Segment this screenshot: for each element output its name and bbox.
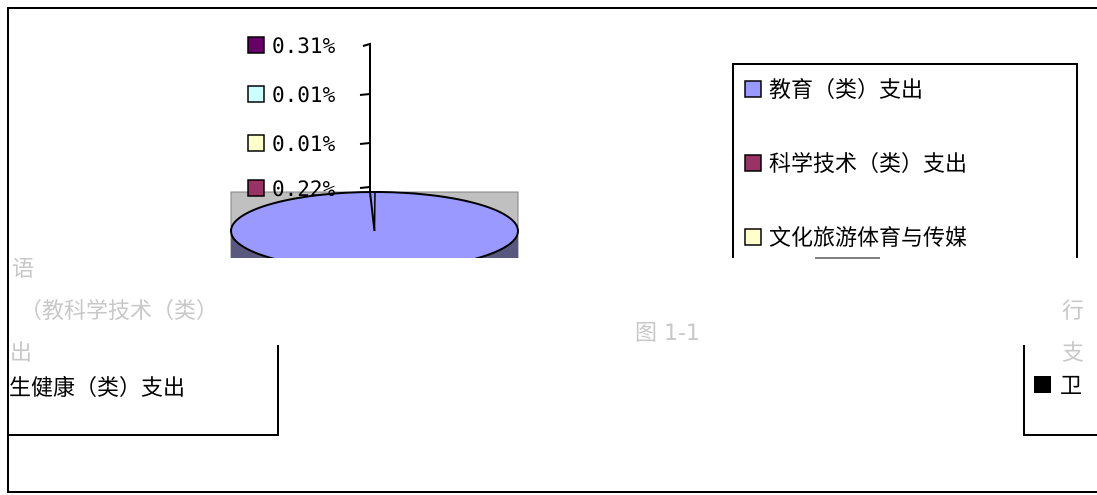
second-legend-label-1: 卫: [1060, 374, 1082, 399]
pie-slice-divider-2: [373, 191, 376, 232]
second-legend-right: 卫: [1023, 345, 1097, 436]
second-legend-label-0: 生健康（类）支出: [9, 376, 185, 401]
slice-label-text-2: 0.01%: [272, 132, 336, 156]
slice-label-marker-3: [247, 179, 265, 197]
slice-label-0: 0.31%: [247, 34, 336, 58]
second-legend-left: 生健康（类）支出: [9, 345, 279, 436]
legend: 教育（类）支出 科学技术（类）支出 文化旅游体育与传媒: [732, 63, 1078, 259]
pie-slice-divider: [369, 191, 376, 232]
svg-text:（教科学技术（类）: （教科学技术（类）: [20, 299, 218, 324]
slice-label-text-3: 0.22%: [272, 177, 336, 201]
slice-label-1: 0.01%: [247, 83, 336, 107]
svg-text:图 1-1: 图 1-1: [635, 321, 700, 346]
slice-label-text-1: 0.01%: [272, 83, 336, 107]
svg-text:支: 支: [1062, 341, 1084, 366]
slice-label-2: 0.01%: [247, 132, 336, 156]
legend-label-0: 教育（类）支出: [769, 78, 923, 103]
svg-text:语: 语: [12, 257, 34, 282]
legend-label-1: 科学技术（类）支出: [769, 152, 967, 177]
slice-label-marker-1: [247, 85, 265, 103]
legend-entry-0: 教育（类）支出: [744, 78, 923, 103]
legend-swatch-0: [744, 80, 762, 98]
leader-line: [362, 42, 371, 192]
legend-swatch-2: [744, 228, 762, 246]
legend-entry-2: 文化旅游体育与传媒: [744, 226, 967, 251]
svg-text:行: 行: [1062, 299, 1084, 324]
slice-label-3: 0.22%: [247, 177, 336, 201]
svg-text:出: 出: [10, 341, 32, 366]
slice-label-text-0: 0.31%: [272, 34, 336, 58]
legend-entry-1: 科学技术（类）支出: [744, 152, 967, 177]
legend-swatch-1: [744, 154, 762, 172]
slice-label-marker-0: [247, 36, 265, 54]
chart-frame: [7, 7, 1097, 493]
legend-label-2: 文化旅游体育与传媒: [769, 226, 967, 251]
slice-label-marker-2: [247, 134, 265, 152]
second-legend-swatch-1: [1034, 376, 1051, 393]
